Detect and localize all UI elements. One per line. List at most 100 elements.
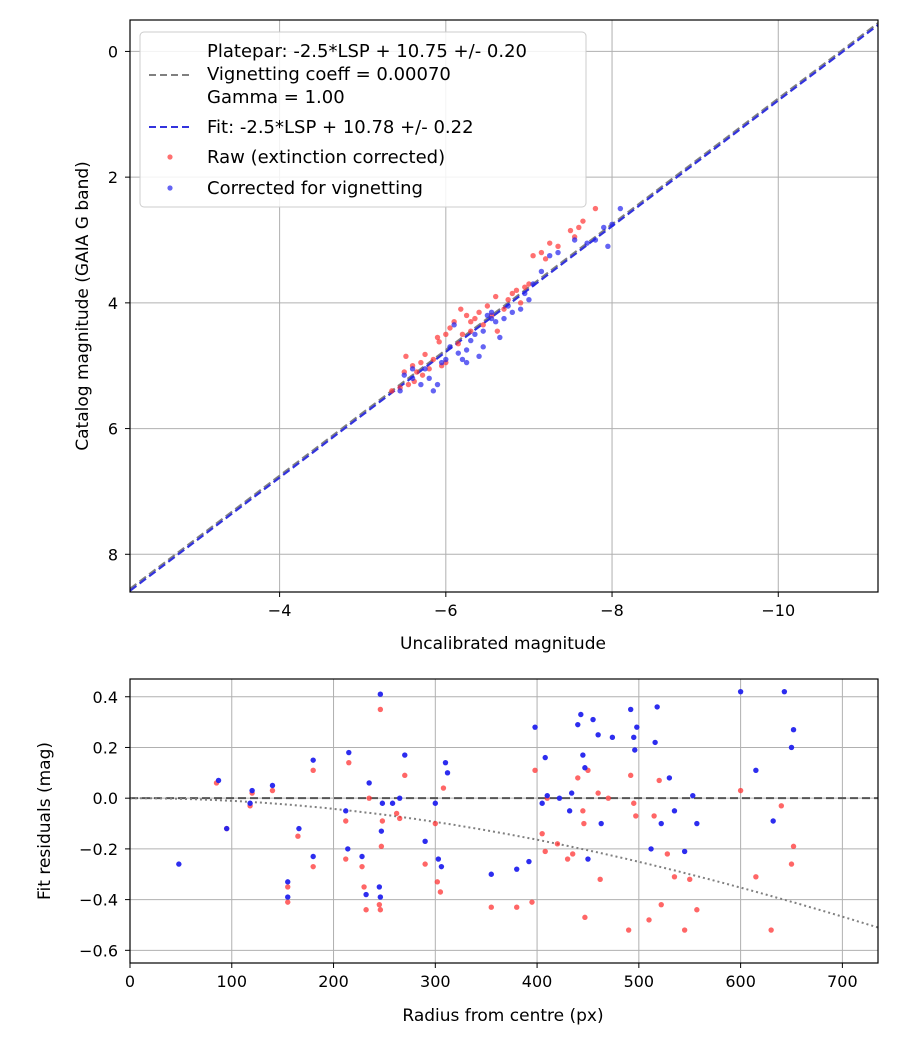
residuals-raw-point — [790, 843, 797, 850]
calibration-raw-point — [526, 281, 532, 287]
residuals-raw-point — [343, 818, 349, 824]
calibration-corrected-point — [409, 366, 416, 372]
calibration-y-tick-label: 4 — [108, 294, 118, 313]
calibration-y-axis-label: Catalog magnitude (GAIA G band) — [73, 161, 93, 451]
calibration-raw-point — [443, 331, 449, 337]
residuals-raw-point — [633, 813, 639, 819]
residuals-corrected-point — [585, 856, 591, 862]
residuals-corrected-point — [654, 704, 660, 710]
residuals-raw-point — [422, 861, 428, 867]
residuals-corrected-point — [788, 744, 795, 751]
residuals-raw-point — [377, 706, 384, 713]
residuals-plot-frame — [129, 678, 879, 964]
residuals-x-tick-label: 200 — [318, 972, 349, 991]
residuals-corrected-point — [249, 787, 255, 794]
residuals-corrected-point — [631, 734, 637, 741]
calibration-raw-point — [405, 381, 412, 388]
legend-vignetting-label: Vignetting coeff = 0.00070 — [207, 64, 451, 85]
calibration-corrected-point — [422, 366, 428, 372]
calibration-corrected-point — [492, 319, 499, 325]
calibration-corrected-point — [463, 347, 470, 353]
calibration-raw-point — [476, 309, 482, 315]
residuals-corrected-point — [435, 856, 442, 862]
residuals-corrected-point — [488, 871, 494, 877]
residuals-raw-point — [432, 820, 439, 827]
calibration-corrected-point — [472, 331, 478, 337]
calibration-raw-point — [555, 243, 561, 249]
residuals-corrected-point — [379, 800, 386, 806]
residuals-corrected-point — [575, 721, 581, 728]
residuals-raw-point — [575, 775, 581, 781]
residuals-x-tick-label: 700 — [827, 972, 858, 991]
calibration-corrected-point — [517, 306, 524, 312]
residuals-raw-point — [597, 876, 603, 883]
residuals-corrected-point — [634, 724, 640, 730]
residuals-corrected-point — [556, 795, 563, 801]
residuals-raw-point — [363, 907, 369, 913]
calibration-corrected-point — [455, 350, 461, 356]
calibration-corrected-point — [488, 309, 495, 315]
calibration-x-tick-label: −10 — [761, 601, 795, 620]
residuals-raw-point — [569, 851, 576, 857]
residuals-raw-point — [737, 787, 744, 794]
residuals-x-tick-label: 400 — [522, 972, 553, 991]
residuals-raw-point — [671, 874, 678, 880]
calibration-raw-point — [517, 300, 524, 306]
calibration-raw-point — [505, 297, 511, 303]
residuals-y-tick-label: −0.2 — [79, 840, 118, 859]
calibration-corrected-point — [605, 243, 611, 249]
calibration-raw-point — [472, 315, 478, 322]
residuals-ticks: 0 100 200 300 400 500 600 700 0.4 0.2 0.0 −0.2 −0.4 −… — [79, 688, 858, 991]
residuals-corrected-point — [690, 792, 696, 799]
residuals-raw-point — [768, 927, 774, 933]
calibration-corrected-point — [584, 240, 590, 246]
residuals-raw-point — [631, 800, 637, 806]
residuals-corrected-point — [345, 846, 351, 852]
calibration-x-tick-label: −4 — [268, 601, 292, 620]
residuals-raw-point — [295, 833, 301, 839]
calibration-raw-point — [403, 353, 409, 359]
calibration-raw-point — [592, 205, 599, 212]
residuals-raw-point — [514, 904, 520, 910]
residuals-raw-point — [285, 899, 291, 905]
calibration-raw-point — [567, 227, 574, 234]
residuals-raw-point — [539, 830, 545, 837]
residuals-corrected-point — [269, 782, 276, 789]
residuals-points — [176, 688, 797, 933]
calibration-raw-point — [436, 339, 442, 345]
calibration-corrected-point — [547, 253, 553, 259]
residuals-x-tick-label: 300 — [420, 972, 451, 991]
residuals-raw-point — [564, 856, 571, 862]
residuals-corrected-point — [681, 848, 688, 855]
residuals-corrected-point — [632, 747, 638, 753]
calibration-corrected-point — [438, 359, 445, 366]
calibration-platepar-line — [130, 22, 878, 590]
residuals-corrected-point — [223, 825, 230, 832]
residuals-lines — [130, 797, 878, 929]
calibration-raw-point — [484, 303, 491, 309]
residuals-corrected-point — [310, 853, 316, 860]
residuals-raw-point — [379, 818, 386, 824]
residuals-corrected-point — [366, 780, 372, 786]
residuals-corrected-point — [671, 808, 678, 814]
residuals-raw-point — [488, 904, 494, 910]
residuals-corrected-point — [753, 767, 759, 773]
calibration-raw-point — [414, 369, 420, 375]
calibration-raw-point — [419, 372, 426, 378]
calibration-raw-point — [580, 218, 586, 224]
residuals-y-axis-label: Fit residuals (mag) — [35, 742, 55, 900]
residuals-corrected-point — [652, 739, 658, 746]
calibration-corrected-point — [501, 315, 507, 322]
residuals-corrected-point — [578, 711, 584, 718]
residuals-raw-point — [269, 787, 276, 794]
residuals-corrected-point — [389, 800, 396, 806]
residuals-corrected-point — [568, 790, 575, 796]
residuals-corrected-point — [582, 765, 588, 771]
calibration-corrected-point — [468, 337, 474, 344]
residuals-y-tick-label: −0.6 — [79, 941, 118, 960]
legend-box — [139, 31, 587, 208]
legend-raw-marker-icon — [167, 154, 173, 160]
residuals-y-tick-label: 0.0 — [93, 789, 118, 808]
calibration-plot-frame — [129, 19, 879, 593]
